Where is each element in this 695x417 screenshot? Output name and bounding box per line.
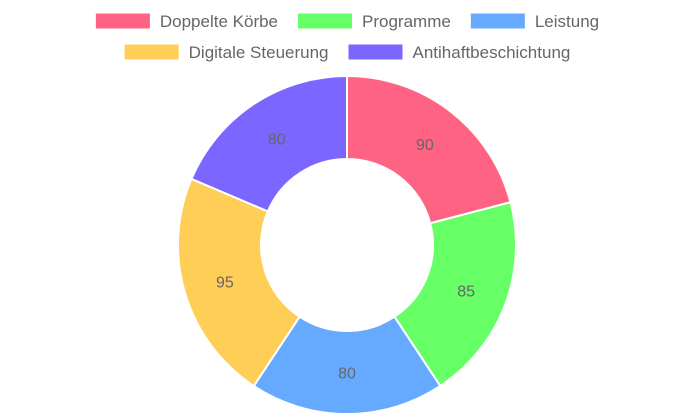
data-label-programme: 85 [457, 284, 475, 301]
legend-swatch [348, 44, 403, 60]
data-label-leistung: 80 [338, 366, 356, 383]
slice-programme[interactable] [393, 201, 517, 388]
data-label-antihaftbeschichtung: 80 [268, 132, 286, 149]
slice-antihaftbeschichtung[interactable] [190, 74, 348, 213]
legend-swatch [298, 13, 353, 29]
slice-leistung[interactable] [252, 315, 442, 415]
data-label-doppelte-koerbe: 90 [416, 137, 434, 154]
legend-label: Doppelte Körbe [160, 12, 278, 31]
legend-item-digitale-steuerung[interactable]: Digitale Steuerung [124, 43, 329, 62]
legend-item-doppelte-koerbe[interactable]: Doppelte Körbe [95, 12, 278, 31]
doughnut-slices [177, 74, 517, 415]
legend-label: Programme [362, 12, 451, 31]
legend-item-leistung[interactable]: Leistung [470, 12, 599, 31]
legend-swatch [95, 13, 150, 29]
legend-item-antihaftbeschichtung[interactable]: Antihaftbeschichtung [348, 43, 571, 62]
slice-digitale-steuerung[interactable] [177, 177, 301, 388]
legend-item-programme[interactable]: Programme [298, 12, 451, 31]
legend-swatch [124, 44, 179, 60]
legend-label: Leistung [535, 12, 599, 31]
data-labels: 90 85 80 95 80 [216, 132, 475, 383]
legend-label: Antihaftbeschichtung [413, 43, 571, 62]
legend-swatch [470, 13, 525, 29]
legend-label: Digitale Steuerung [189, 43, 329, 62]
slice-doppelte-koerbe[interactable] [346, 74, 512, 225]
legend: Doppelte Körbe Programme Leistung Digitale … [95, 12, 599, 62]
data-label-digitale-steuerung: 95 [216, 275, 234, 292]
